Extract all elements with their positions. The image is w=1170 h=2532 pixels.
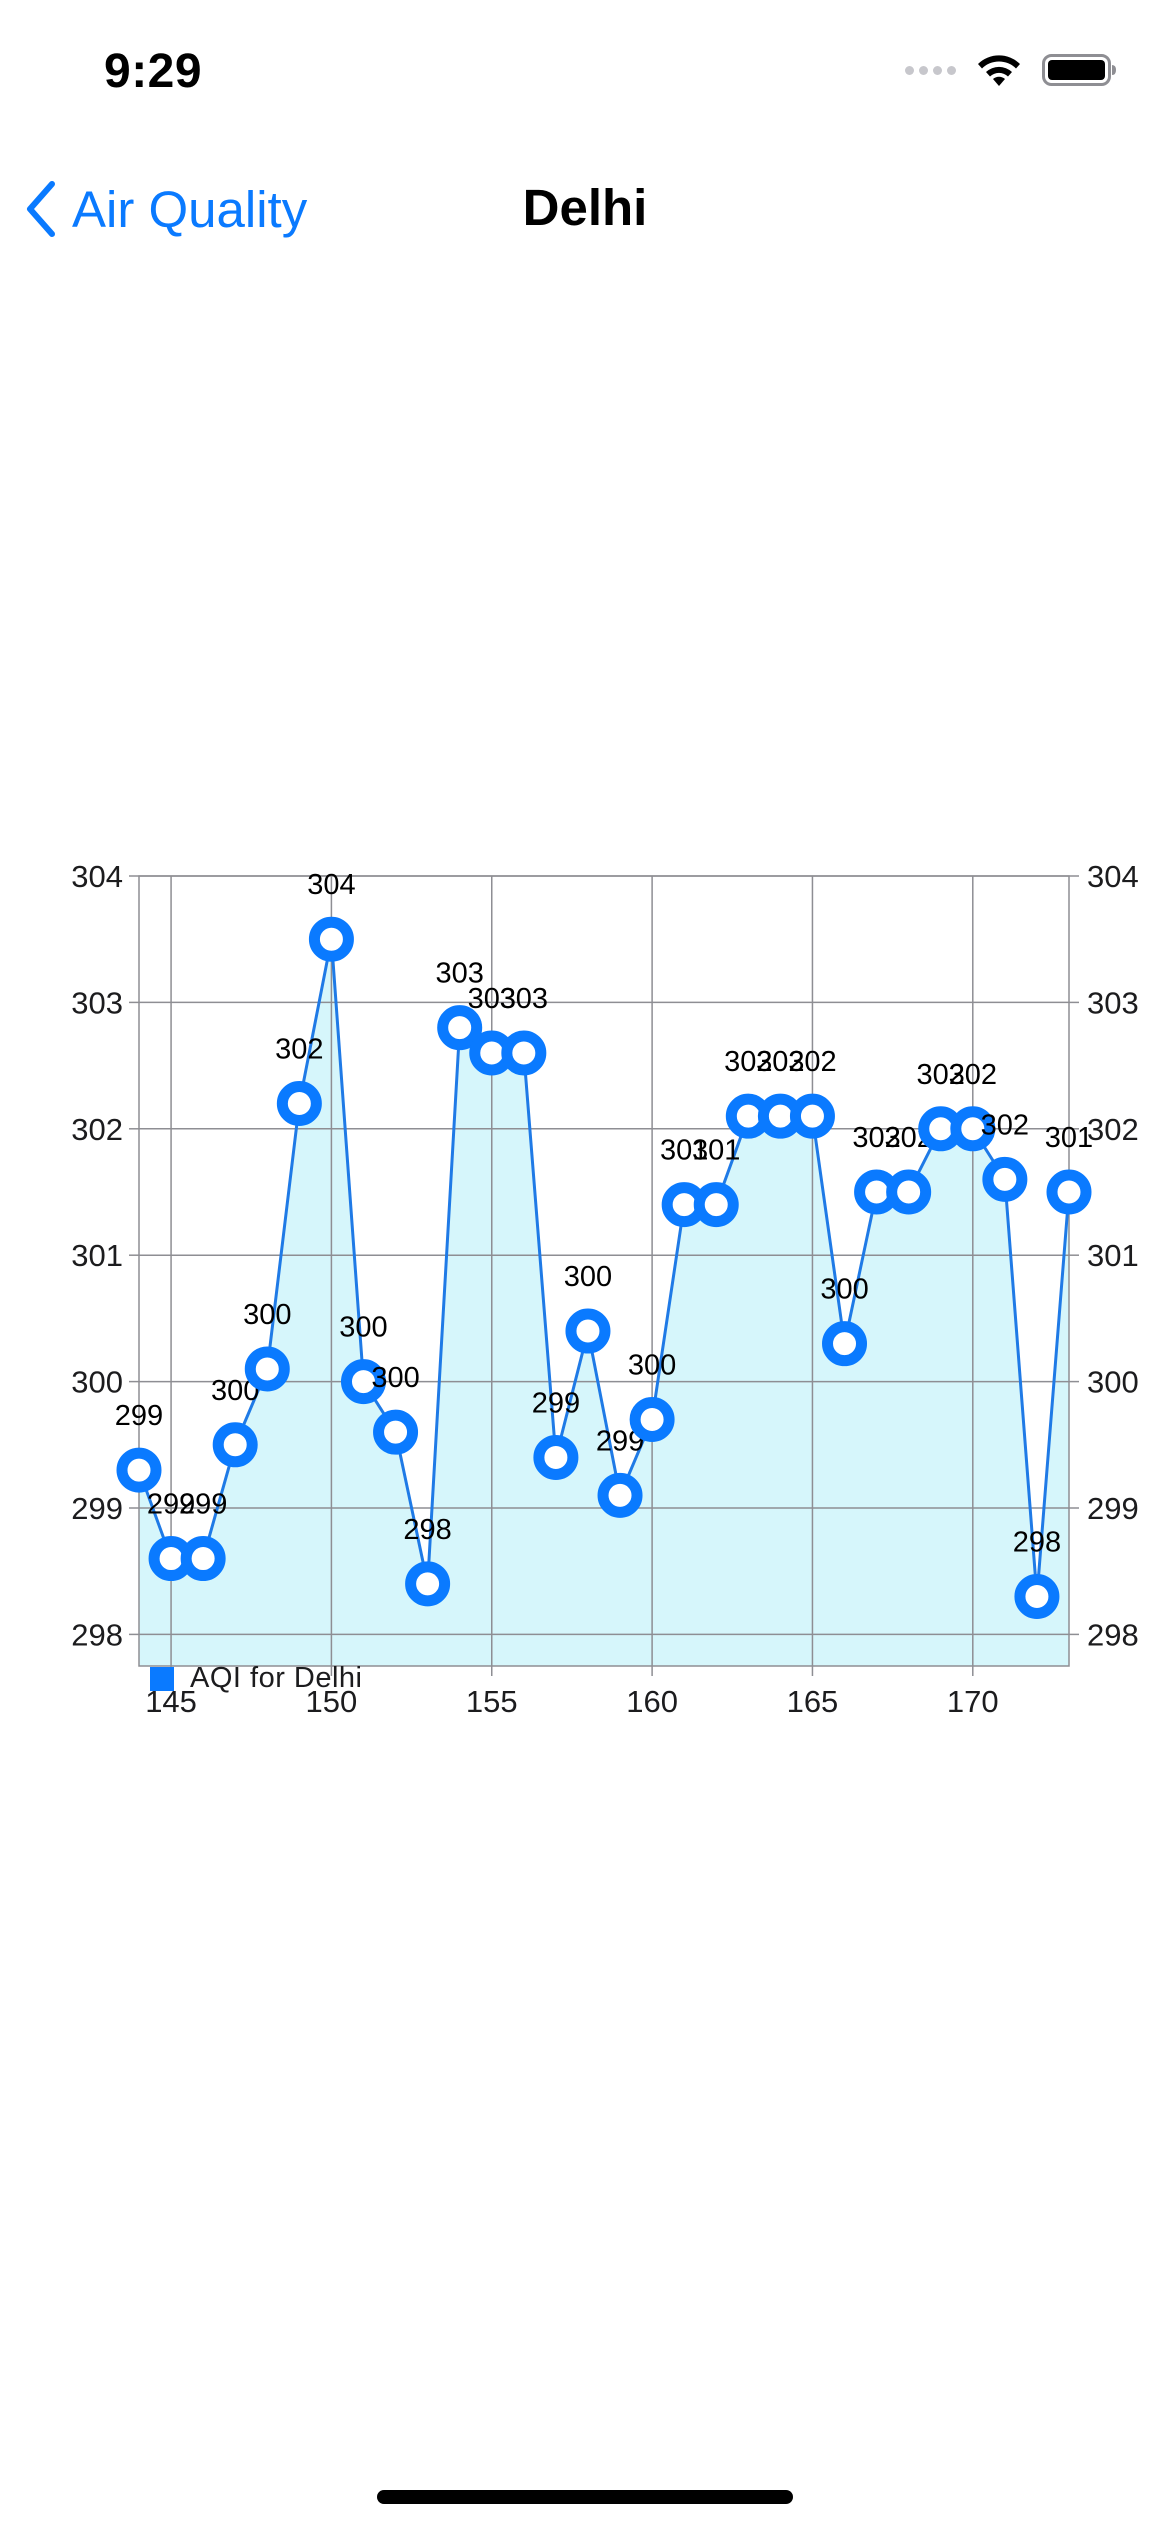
data-label: 303 bbox=[468, 983, 516, 1015]
data-label: 299 bbox=[179, 1489, 227, 1521]
data-point bbox=[405, 1561, 451, 1607]
data-label: 303 bbox=[435, 958, 483, 990]
data-label: 298 bbox=[1013, 1526, 1061, 1558]
data-label: 299 bbox=[115, 1400, 163, 1432]
data-point bbox=[886, 1169, 932, 1215]
data-point bbox=[212, 1422, 258, 1468]
data-point bbox=[276, 1081, 322, 1127]
wifi-icon bbox=[978, 55, 1020, 86]
back-button[interactable]: Air Quality bbox=[24, 174, 307, 244]
x-tick-label: 165 bbox=[787, 1684, 839, 1719]
data-point bbox=[373, 1409, 419, 1455]
data-point bbox=[982, 1156, 1028, 1202]
data-point bbox=[1014, 1573, 1060, 1619]
x-tick-label: 155 bbox=[466, 1684, 518, 1719]
data-label: 300 bbox=[243, 1299, 291, 1331]
y-tick-label-left: 300 bbox=[71, 1365, 123, 1400]
status-time: 9:29 bbox=[104, 45, 203, 98]
data-label: 302 bbox=[949, 1059, 997, 1091]
data-label: 302 bbox=[917, 1059, 965, 1091]
x-tick-label: 160 bbox=[626, 1684, 678, 1719]
y-tick-label-left: 301 bbox=[71, 1238, 123, 1273]
y-tick-label-left: 304 bbox=[71, 859, 123, 894]
navigation-bar: Air Quality Delhi bbox=[0, 150, 1170, 270]
data-point bbox=[437, 1005, 483, 1051]
data-point bbox=[501, 1030, 547, 1076]
data-label: 302 bbox=[756, 1046, 804, 1078]
data-point bbox=[950, 1106, 996, 1152]
y-tick-label-right: 302 bbox=[1087, 1112, 1139, 1147]
y-tick-label-right: 303 bbox=[1087, 985, 1139, 1020]
data-label: 300 bbox=[628, 1350, 676, 1382]
data-label: 302 bbox=[852, 1122, 900, 1154]
cellular-signal-icon bbox=[905, 65, 956, 75]
data-point bbox=[116, 1447, 162, 1493]
chevron-left-icon bbox=[27, 181, 55, 237]
back-button-label: Air Quality bbox=[72, 180, 308, 238]
y-tick-label-right: 304 bbox=[1087, 859, 1139, 894]
data-label: 298 bbox=[403, 1514, 451, 1546]
data-label: 300 bbox=[820, 1274, 868, 1306]
page-title: Delhi bbox=[522, 179, 648, 236]
data-label: 300 bbox=[371, 1362, 419, 1394]
status-bar: 9:29 bbox=[0, 0, 1170, 150]
data-point bbox=[693, 1182, 739, 1228]
data-point bbox=[822, 1321, 868, 1367]
y-tick-label-left: 298 bbox=[71, 1617, 123, 1652]
chart-legend: AQI for Delhi bbox=[150, 1662, 363, 1695]
data-point bbox=[597, 1472, 643, 1518]
data-point bbox=[565, 1308, 611, 1354]
data-label: 302 bbox=[724, 1046, 772, 1078]
data-point bbox=[533, 1434, 579, 1480]
data-label: 299 bbox=[147, 1489, 195, 1521]
y-tick-label-right: 298 bbox=[1087, 1617, 1139, 1652]
data-label: 300 bbox=[339, 1312, 387, 1344]
data-point bbox=[1046, 1169, 1092, 1215]
data-label: 302 bbox=[788, 1046, 836, 1078]
data-point bbox=[180, 1536, 226, 1582]
y-tick-label-left: 303 bbox=[71, 985, 123, 1020]
x-tick-label: 170 bbox=[947, 1684, 999, 1719]
data-label: 303 bbox=[500, 983, 548, 1015]
data-label: 302 bbox=[981, 1109, 1029, 1141]
data-label: 299 bbox=[532, 1387, 580, 1419]
y-tick-label-right: 299 bbox=[1087, 1491, 1139, 1526]
y-tick-label-left: 299 bbox=[71, 1491, 123, 1526]
data-point bbox=[629, 1397, 675, 1443]
data-point bbox=[340, 1359, 386, 1405]
home-indicator bbox=[377, 2490, 793, 2504]
legend-label: AQI for Delhi bbox=[190, 1662, 363, 1694]
y-tick-label-right: 300 bbox=[1087, 1365, 1139, 1400]
battery-icon bbox=[1042, 54, 1116, 86]
legend-swatch bbox=[150, 1666, 174, 1691]
data-label: 300 bbox=[564, 1261, 612, 1293]
data-point bbox=[308, 916, 354, 962]
x-tick-label: 150 bbox=[306, 1684, 358, 1719]
data-label: 301 bbox=[1045, 1122, 1093, 1154]
status-icons bbox=[905, 50, 1118, 90]
data-label: 304 bbox=[307, 869, 355, 901]
data-point bbox=[789, 1093, 835, 1139]
y-tick-label-left: 302 bbox=[71, 1112, 123, 1147]
data-label: 301 bbox=[660, 1135, 708, 1167]
data-label: 302 bbox=[275, 1034, 323, 1066]
data-label: 301 bbox=[692, 1135, 740, 1167]
y-tick-label-right: 301 bbox=[1087, 1238, 1139, 1273]
data-point bbox=[244, 1346, 290, 1392]
area-fill bbox=[139, 939, 1069, 1666]
